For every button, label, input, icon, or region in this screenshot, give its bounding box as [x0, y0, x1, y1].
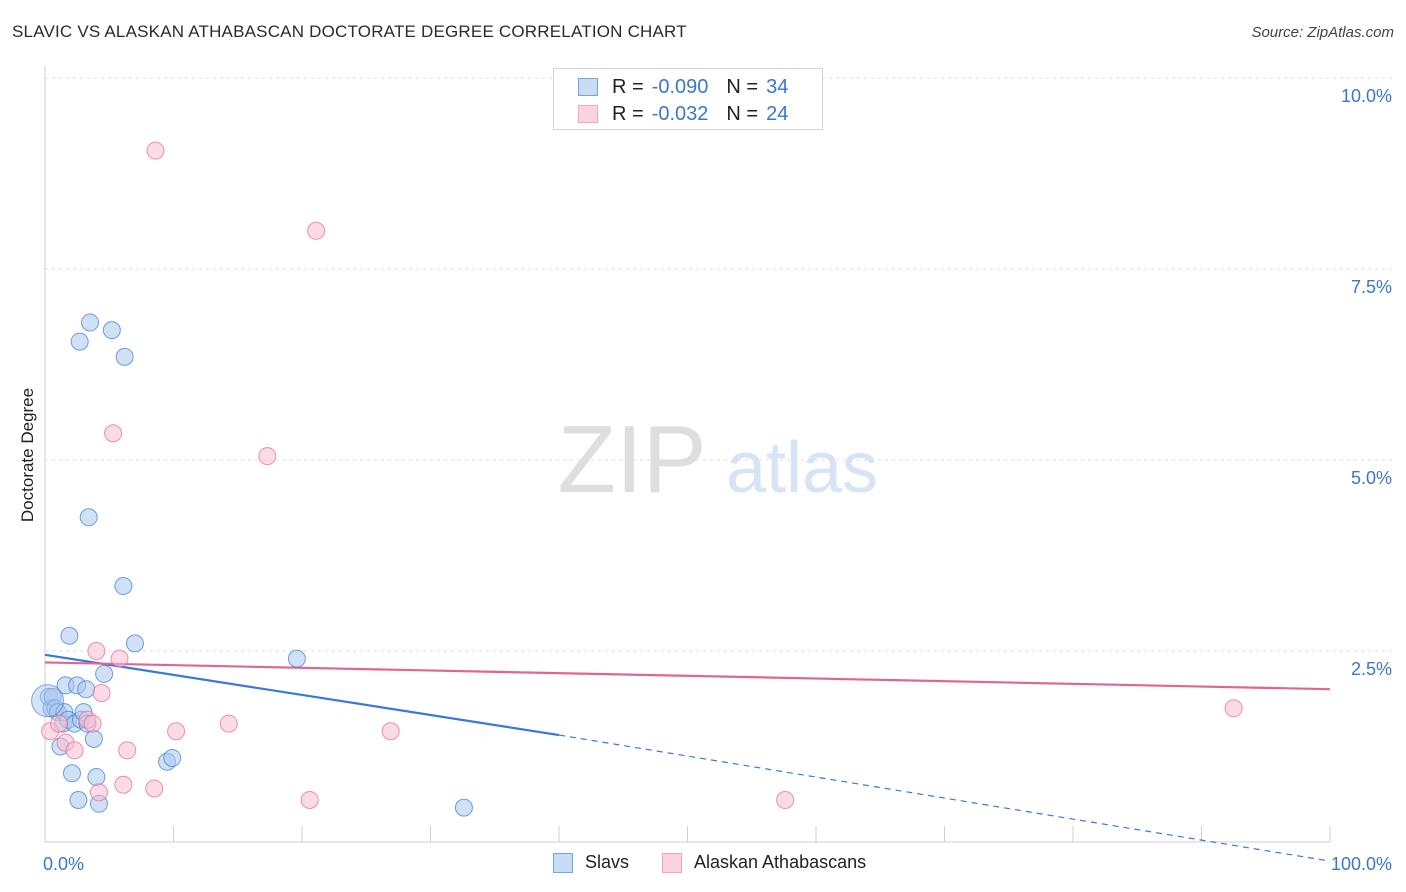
slavs-point	[95, 664, 114, 683]
legend-r-value: -0.090	[651, 75, 709, 98]
athabascan-point	[307, 221, 326, 240]
tick-labels: 2.5% 5.0% 7.5% 10.0% 0.0% 100.0%	[43, 86, 1392, 874]
athabascan-point	[50, 714, 69, 733]
athabascan-point	[92, 684, 111, 703]
athabascan-point	[65, 741, 84, 760]
slavs-point	[114, 577, 133, 596]
series-label-slavs: Slavs	[585, 852, 630, 872]
athabascan-point	[219, 714, 238, 733]
y-tick-label: 10.0%	[1341, 86, 1392, 106]
y-tick-label: 2.5%	[1351, 659, 1392, 679]
trend-line	[44, 661, 1331, 691]
source-label: Source: ZipAtlas.com	[1251, 24, 1394, 41]
trend-line-extension	[558, 734, 1331, 862]
athabascan-point	[87, 642, 106, 660]
x-tick-label: 100.0%	[1331, 854, 1392, 874]
athabascan-point	[104, 424, 123, 443]
athabascan-point	[114, 775, 133, 794]
slavs-point	[454, 798, 473, 817]
slavs-point	[69, 790, 88, 809]
slavs-point	[62, 764, 81, 783]
y-tick-label: 5.0%	[1351, 468, 1392, 488]
series-label-athabascans: Alaskan Athabascans	[694, 852, 867, 872]
series-legend: Slavs Alaskan Athabascans	[0, 852, 1406, 876]
trend-line	[44, 653, 560, 737]
athabascan-point	[83, 714, 102, 733]
slavs-point	[79, 508, 98, 527]
athabascan-point	[167, 722, 186, 741]
slavs-point	[163, 748, 182, 767]
slavs-point	[102, 321, 121, 340]
slavs-point	[84, 729, 103, 748]
slavs-point	[287, 649, 306, 668]
athabascan-point	[110, 649, 129, 668]
legend-n-label: N =	[726, 102, 759, 125]
legend-r-value: -0.032	[651, 102, 709, 125]
legend-n-value: 24	[766, 102, 789, 125]
slavs-point	[80, 313, 99, 332]
slavs-point	[70, 332, 89, 351]
slavs-point	[77, 680, 96, 699]
athabascan-point	[146, 141, 165, 160]
gridlines	[45, 77, 1392, 652]
stats-legend: R = -0.090 N = 34 R = -0.032 N = 24	[553, 68, 823, 130]
series-legend-athabascans[interactable]: Alaskan Athabascans	[662, 852, 866, 873]
trend-lines	[44, 653, 1331, 862]
legend-n-label: N =	[726, 75, 759, 98]
data-points	[31, 141, 1243, 817]
legend-n-value: 34	[766, 75, 789, 98]
athabascan-point	[258, 447, 277, 466]
athabascan-point	[145, 779, 164, 798]
athabascan-point	[300, 790, 319, 809]
legend-swatch-athabascans	[578, 105, 598, 123]
legend-r-label: R =	[612, 75, 644, 98]
slavs-point	[60, 626, 79, 645]
legend-r-label: R =	[612, 102, 644, 125]
athabascan-point	[89, 783, 108, 802]
legend-row-slavs: R = -0.090 N = 34	[578, 75, 788, 99]
slavs-point	[115, 347, 134, 366]
athabascan-point	[381, 722, 400, 741]
y-tick-label: 7.5%	[1351, 277, 1392, 297]
x-tick-label: 0.0%	[43, 854, 84, 874]
series-legend-slavs[interactable]: Slavs	[553, 852, 629, 873]
legend-row-athabascans: R = -0.032 N = 24	[578, 102, 788, 126]
athabascan-point	[776, 790, 795, 809]
slavs-point	[87, 768, 106, 787]
legend-swatch-slavs	[578, 78, 598, 96]
slavs-point	[125, 634, 144, 653]
series-swatch-slavs	[553, 852, 573, 873]
athabascan-point	[1224, 699, 1243, 718]
slavs-cluster-point	[31, 684, 65, 718]
watermark-atlas: atlas	[726, 428, 878, 508]
series-swatch-athabascans	[662, 852, 682, 873]
chart-title: SLAVIC VS ALASKAN ATHABASCAN DOCTORATE D…	[12, 22, 687, 41]
watermark-zip: ZIP	[557, 406, 706, 513]
athabascan-point	[118, 741, 137, 760]
